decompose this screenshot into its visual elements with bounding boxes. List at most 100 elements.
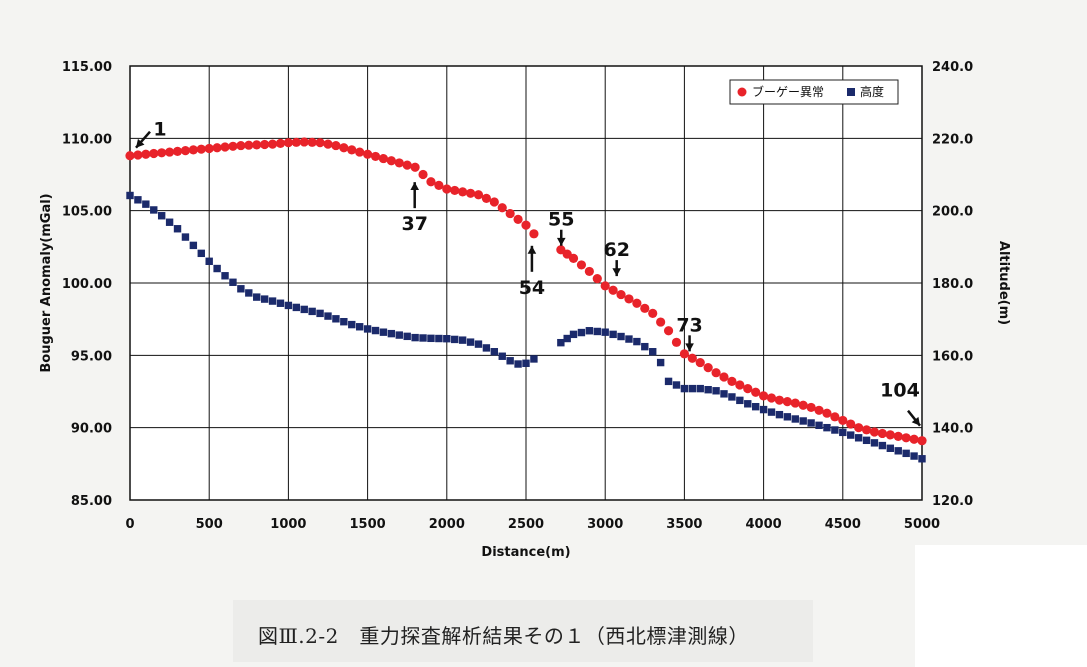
- data-point: [386, 156, 396, 166]
- data-point: [861, 425, 872, 435]
- data-point: [363, 149, 373, 159]
- y2-tick-label: 180.0: [932, 277, 973, 292]
- data-point: [735, 380, 745, 390]
- data-point: [775, 410, 784, 419]
- data-point: [664, 377, 673, 386]
- data-point: [260, 139, 270, 150]
- data-point: [363, 325, 372, 333]
- data-point: [418, 169, 428, 180]
- x-tick-label: 1000: [270, 517, 306, 532]
- data-point: [854, 434, 863, 442]
- data-point: [173, 225, 182, 233]
- data-point: [268, 297, 277, 305]
- data-point: [196, 144, 206, 154]
- data-point: [410, 162, 420, 172]
- x-tick-label: 3000: [587, 517, 623, 532]
- annotation-label: 37: [401, 213, 427, 235]
- data-point: [442, 184, 452, 194]
- data-point: [252, 140, 262, 150]
- data-point: [568, 253, 579, 264]
- data-point: [711, 368, 721, 378]
- data-point: [902, 449, 910, 458]
- data-point: [688, 384, 697, 393]
- data-point: [529, 229, 539, 239]
- data-point: [394, 158, 404, 168]
- data-point: [283, 138, 293, 148]
- data-point: [641, 342, 649, 351]
- data-point: [157, 212, 166, 220]
- data-point: [632, 298, 642, 308]
- gridlines: [129, 65, 923, 501]
- data-point: [807, 419, 815, 427]
- data-point: [315, 138, 325, 148]
- data-point: [371, 326, 380, 335]
- data-point: [862, 436, 871, 445]
- data-point: [624, 294, 634, 304]
- data-point: [474, 340, 483, 348]
- data-point: [712, 387, 720, 395]
- data-point: [783, 413, 792, 421]
- data-point: [728, 393, 736, 401]
- data-point: [640, 303, 650, 313]
- data-point: [379, 328, 388, 336]
- legend-marker-bouguer: [737, 87, 747, 97]
- data-point: [521, 220, 531, 230]
- data-point: [284, 301, 293, 310]
- data-point: [514, 360, 522, 368]
- data-point: [426, 177, 436, 187]
- data-point: [228, 141, 238, 151]
- data-point: [387, 329, 396, 338]
- annotation-arrow-head: [612, 268, 622, 277]
- data-point: [616, 289, 626, 300]
- data-point: [522, 359, 530, 367]
- annotation-label: 104: [880, 380, 920, 402]
- annotations: 1 37 54 55 62 73 104: [135, 119, 921, 427]
- data-point: [126, 191, 134, 200]
- annotation-arrow-head: [136, 138, 145, 148]
- data-point: [901, 433, 911, 443]
- data-point: [450, 185, 460, 196]
- data-point: [267, 139, 278, 149]
- data-point: [188, 145, 198, 155]
- annotation-arrow-head: [410, 182, 420, 191]
- data-point: [221, 272, 229, 280]
- data-point: [679, 349, 690, 359]
- x-tick-label: 3500: [666, 517, 702, 532]
- data-series: [125, 137, 927, 463]
- data-point: [347, 145, 357, 155]
- data-point: [403, 332, 411, 341]
- y-tick-label: 95.00: [71, 349, 112, 364]
- data-point: [513, 214, 523, 224]
- series-bouguer-anomaly: [125, 137, 927, 446]
- y-tick-label: 110.00: [62, 132, 112, 147]
- data-point: [340, 317, 348, 326]
- data-point: [672, 381, 681, 389]
- data-point: [782, 397, 792, 407]
- data-point: [150, 206, 158, 214]
- y2-tick-label: 220.0: [932, 132, 973, 147]
- data-point: [355, 147, 365, 157]
- data-point: [744, 400, 752, 408]
- series-altitude: [126, 191, 926, 463]
- data-point: [563, 334, 571, 343]
- annotation-label: 62: [603, 239, 629, 261]
- data-point: [307, 137, 317, 147]
- data-point: [704, 385, 712, 394]
- data-point: [481, 193, 491, 203]
- data-point: [473, 190, 484, 200]
- data-point: [348, 320, 356, 329]
- data-point: [885, 430, 895, 440]
- data-point: [806, 402, 816, 413]
- data-point: [245, 289, 253, 297]
- data-point: [663, 326, 674, 336]
- data-point: [720, 390, 728, 398]
- data-point: [687, 353, 697, 363]
- data-point: [427, 334, 435, 343]
- data-point: [378, 153, 389, 164]
- data-point: [648, 308, 658, 318]
- data-point: [237, 285, 245, 293]
- data-point: [696, 384, 704, 393]
- data-point: [490, 348, 499, 356]
- data-point: [815, 421, 823, 430]
- data-point: [497, 203, 507, 213]
